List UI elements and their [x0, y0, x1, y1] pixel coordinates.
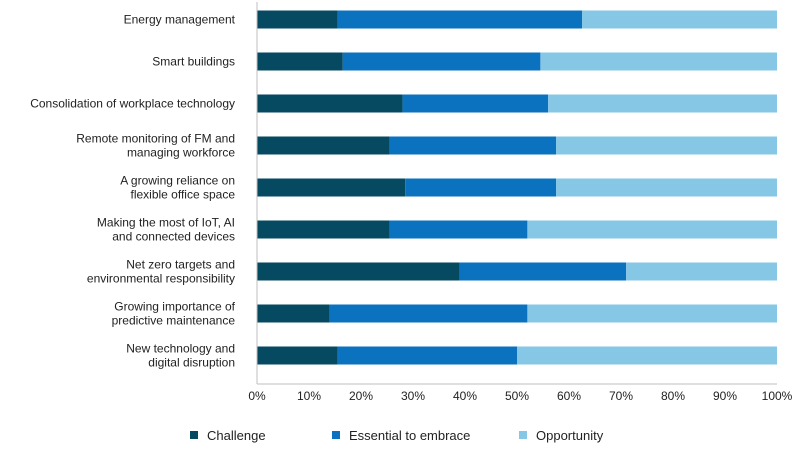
x-tick-label: 60%	[557, 389, 581, 403]
category-label: Consolidation of workplace technology	[30, 97, 235, 111]
category-label: New technology and	[126, 342, 235, 356]
bar-segment-opportunity	[582, 10, 777, 29]
bar-segment-opportunity	[527, 220, 777, 239]
bar-segment-challenge	[257, 262, 460, 281]
bar-segment-opportunity	[556, 136, 777, 155]
legend-swatch	[519, 431, 527, 439]
category-label: environmental responsibility	[87, 272, 235, 286]
x-tick-label: 30%	[401, 389, 425, 403]
x-tick-label: 90%	[713, 389, 737, 403]
x-tick-label: 20%	[349, 389, 373, 403]
category-label: flexible office space	[130, 188, 235, 202]
bar-segment-essential-to-embrace	[405, 178, 556, 197]
x-tick-label: 100%	[762, 389, 793, 403]
bar-segment-essential-to-embrace	[342, 52, 541, 71]
x-tick-label: 50%	[505, 389, 529, 403]
category-label: and connected devices	[112, 230, 235, 244]
category-label: digital disruption	[148, 356, 235, 370]
category-label: A growing reliance on	[120, 174, 235, 188]
legend-label: Challenge	[207, 428, 266, 443]
bar-segment-essential-to-embrace	[337, 10, 582, 29]
category-label: Smart buildings	[152, 55, 235, 69]
legend-label: Opportunity	[536, 428, 604, 443]
bar-segment-challenge	[257, 52, 343, 71]
bar-segment-challenge	[257, 220, 390, 239]
x-tick-label: 70%	[609, 389, 633, 403]
category-label: predictive maintenance	[112, 314, 236, 328]
bar-segment-challenge	[257, 178, 406, 197]
bar-segment-challenge	[257, 94, 403, 113]
bar-segment-essential-to-embrace	[389, 220, 528, 239]
category-label: Making the most of IoT, AI	[97, 216, 235, 230]
category-label: Growing importance of	[114, 300, 235, 314]
bar-segment-opportunity	[626, 262, 777, 281]
legend: Challenge Essential to embrace Opportunity	[190, 428, 604, 443]
x-tick-label: 40%	[453, 389, 477, 403]
bar-segment-opportunity	[556, 178, 777, 197]
bar-segment-essential-to-embrace	[337, 346, 517, 365]
bar-segment-essential-to-embrace	[459, 262, 627, 281]
legend-label: Essential to embrace	[349, 428, 470, 443]
bar-segment-challenge	[257, 346, 338, 365]
x-tick-label: 10%	[297, 389, 321, 403]
category-label: Remote monitoring of FM and	[76, 132, 235, 146]
bar-segment-challenge	[257, 304, 330, 323]
bar-segment-challenge	[257, 10, 338, 29]
x-tick-label: 0%	[248, 389, 266, 403]
bar-segment-opportunity	[540, 52, 777, 71]
bar-segment-challenge	[257, 136, 390, 155]
bar-segment-opportunity	[527, 304, 777, 323]
bar-segment-essential-to-embrace	[389, 136, 556, 155]
bar-segment-opportunity	[548, 94, 777, 113]
legend-swatch	[332, 431, 340, 439]
x-tick-labels: 0% 10% 20% 30% 40% 50% 60% 70% 80% 90% 100%	[248, 389, 792, 403]
bar-segment-essential-to-embrace	[402, 94, 549, 113]
legend-swatch	[190, 431, 198, 439]
category-label: managing workforce	[127, 146, 235, 160]
category-labels: Energy management Smart buildings Consolid…	[30, 13, 235, 370]
x-tick-label: 80%	[661, 389, 685, 403]
category-label: Energy management	[124, 13, 236, 27]
bar-segment-essential-to-embrace	[329, 304, 528, 323]
bars-group	[257, 10, 777, 365]
bar-segment-opportunity	[517, 346, 777, 365]
category-label: Net zero targets and	[126, 258, 235, 272]
